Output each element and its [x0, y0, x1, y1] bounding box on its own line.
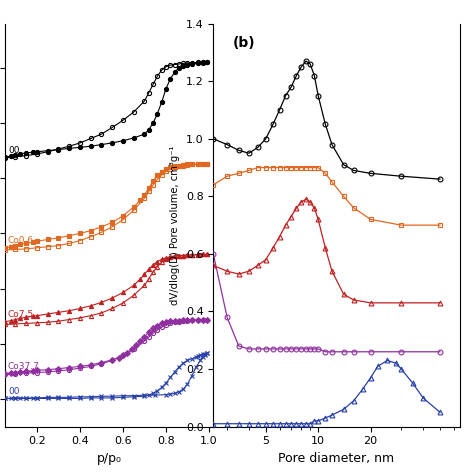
X-axis label: Pore diameter, nm: Pore diameter, nm [279, 452, 394, 465]
X-axis label: p/p₀: p/p₀ [97, 452, 121, 465]
Y-axis label: dV/dlog(D) Pore volume, cm³g⁻¹: dV/dlog(D) Pore volume, cm³g⁻¹ [170, 146, 180, 305]
Text: 00: 00 [8, 146, 19, 155]
Text: 00: 00 [8, 387, 19, 396]
Text: (b): (b) [233, 36, 255, 50]
Text: Co37.7: Co37.7 [8, 362, 40, 371]
Text: Co7.5: Co7.5 [8, 310, 34, 319]
Text: Co0.6: Co0.6 [8, 236, 34, 245]
